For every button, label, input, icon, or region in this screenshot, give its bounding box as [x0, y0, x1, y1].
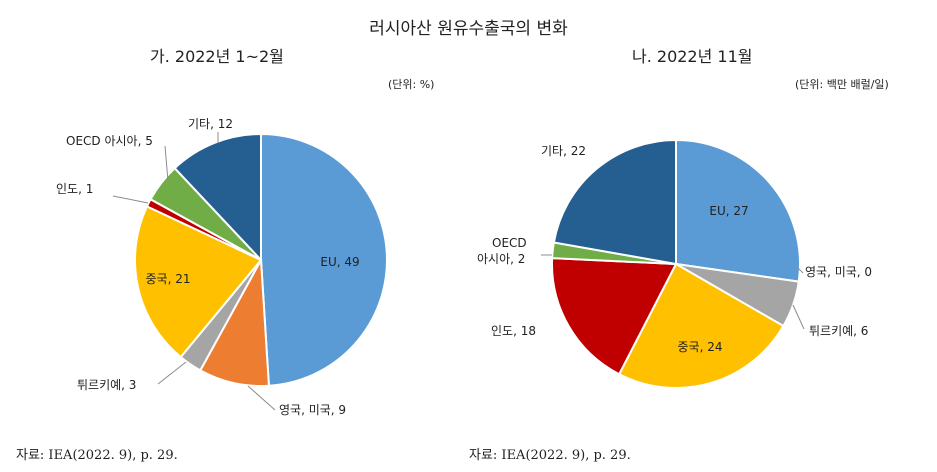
pie-slice-b-기타	[552, 138, 677, 266]
data-label-b-eu: EU, 27	[709, 204, 748, 218]
leader-line-b-영국-미국	[797, 267, 804, 274]
data-label-b-튀르키예: 튀르키예, 6	[809, 324, 868, 338]
leader-line-b-튀르키예	[792, 304, 805, 330]
data-label-a-영국-미국: 영국, 미국, 9	[279, 403, 346, 417]
data-label-b-영국-미국: 영국, 미국, 0	[805, 265, 872, 279]
data-label-b-기타: 기타, 22	[541, 144, 586, 158]
leader-line-a-영국-미국	[247, 385, 276, 411]
source-note-b: 자료: IEA(2022. 9), p. 29.	[469, 448, 631, 463]
data-label-b-인도: 인도, 18	[491, 324, 536, 338]
data-label-a-튀르키예: 튀르키예, 3	[77, 378, 136, 392]
pie-b: EU, 27 영국, 미국, 0 튀르키예, 6 중국, 24 인도, 18 OECD 아시…	[477, 138, 872, 389]
pie-a: EU, 49 영국, 미국, 9 튀르키예, 3 중국, 21 인도, 1 OECD 아시…	[56, 117, 388, 417]
data-label-a-중국: 중국, 21	[146, 272, 191, 286]
leader-line-a-oecd-아시아	[164, 145, 169, 182]
leader-line-a-인도	[112, 195, 149, 204]
data-label-b-oecd-아시아: OECD 아시아, 2	[477, 236, 527, 266]
data-label-a-oecd-아시아: OECD 아시아, 5	[66, 134, 153, 148]
data-label-b-중국: 중국, 24	[678, 340, 723, 354]
pie-slice-b-eu	[675, 138, 801, 283]
source-note-a: 자료: IEA(2022. 9), p. 29.	[16, 448, 178, 463]
pie-slice-a-중국	[133, 205, 263, 359]
pie-b-title: 나. 2022년 11월	[632, 47, 753, 66]
pie-slice-a-eu	[260, 132, 388, 387]
data-label-a-기타: 기타, 12	[188, 117, 233, 131]
data-label-a-eu: EU, 49	[320, 255, 359, 269]
pie-slice-b-인도	[551, 257, 678, 376]
leader-line-a-튀르키예	[157, 361, 187, 385]
pie-a-unit: (단위: %)	[388, 78, 435, 91]
data-label-line: OECD	[492, 236, 527, 250]
pie-slice-a-기타	[173, 132, 262, 263]
data-label-a-인도: 인도, 1	[56, 182, 93, 196]
chart-title: 러시아산 원유수출국의 변화	[369, 19, 568, 39]
pie-b-unit: (단위: 백만 배럴/일)	[795, 78, 889, 91]
data-label-line: 아시아, 2	[477, 252, 525, 266]
pie-a-title: 가. 2022년 1~2월	[150, 47, 284, 66]
